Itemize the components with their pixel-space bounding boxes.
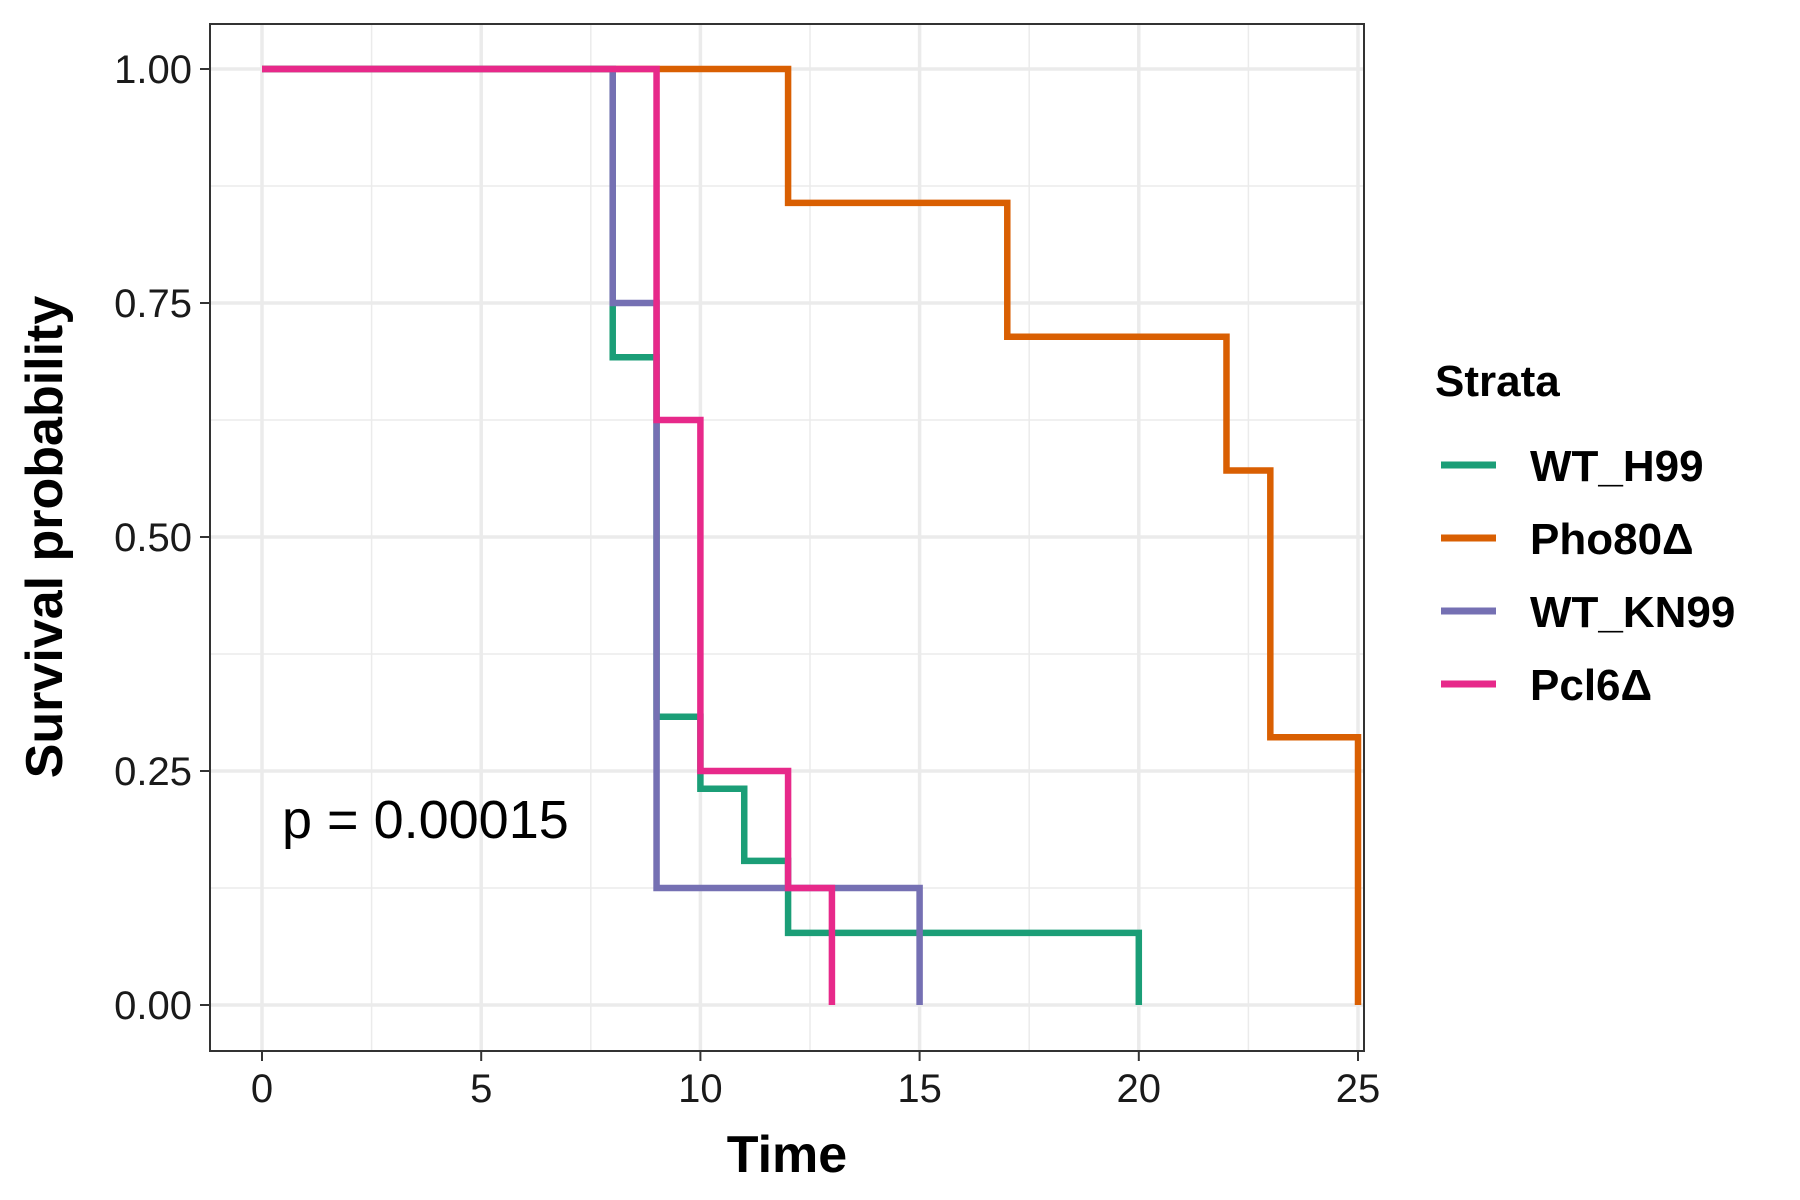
y-tick-label: 0.25: [114, 750, 192, 794]
x-tick-label: 15: [897, 1067, 942, 1111]
series-line-3: [262, 65, 836, 1005]
legend-title: Strata: [1435, 357, 1560, 406]
y-tick-label: 0.00: [114, 984, 192, 1028]
x-tick-label: 25: [1336, 1067, 1381, 1111]
legend-label: WT_H99: [1530, 442, 1704, 491]
axis-ticks: 0 5 10 15 20 25 0.00 0.25 0.50 0.75 1.00: [114, 48, 1380, 1111]
p-value-annotation: p = 0.00015: [282, 790, 569, 850]
y-axis-title: Survival probability: [16, 296, 74, 779]
y-tick-label: 0.75: [114, 282, 192, 326]
legend-label: Pho80Δ: [1530, 515, 1694, 564]
y-tick-label: 0.50: [114, 516, 192, 560]
legend-label: Pcl6Δ: [1530, 661, 1652, 710]
x-tick-label: 10: [678, 1067, 723, 1111]
x-axis-title: Time: [727, 1126, 847, 1184]
legend-label: WT_KN99: [1530, 588, 1735, 637]
x-tick-label: 20: [1117, 1067, 1162, 1111]
series-line-1: [262, 65, 1362, 1005]
series-line-0: [262, 65, 1143, 1005]
y-tick-label: 1.00: [114, 48, 192, 92]
legend: WT_H99 Pho80Δ WT_KN99 Pcl6Δ: [1441, 442, 1735, 710]
x-tick-label: 5: [470, 1067, 492, 1111]
x-tick-label: 0: [251, 1067, 273, 1111]
survival-curves: [262, 65, 1362, 1005]
grid-lines: [210, 24, 1364, 1051]
